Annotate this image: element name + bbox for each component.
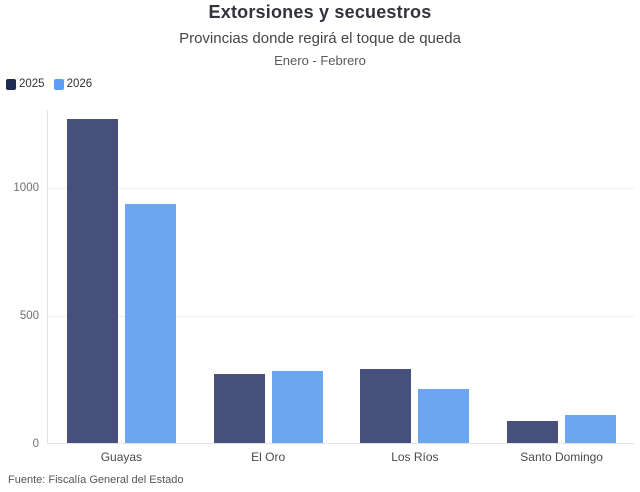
x-axis-label-el-oro: El Oro <box>251 450 286 464</box>
x-axis-label-guayas: Guayas <box>100 450 143 464</box>
bar-2025-santo-domingo[interactable] <box>507 421 559 443</box>
period-label: Enero - Febrero <box>274 53 366 68</box>
legend-item-2026[interactable]: 2026 <box>53 78 93 90</box>
y-axis-tick-0: 0 <box>32 438 39 450</box>
gridline-1000 <box>48 188 634 190</box>
plot-area: 0 500 1000 Guayas El Oro Los Ríos Santo Doming… <box>13 110 634 464</box>
bar-2026-los-r-os[interactable] <box>418 389 470 443</box>
legend-label-2026: 2026 <box>66 78 93 90</box>
source-text: Fuente: Fiscalía General del Estado <box>8 474 184 486</box>
bar-2025-el-oro[interactable] <box>213 373 265 443</box>
bar-2026-santo-domingo[interactable] <box>565 414 617 443</box>
legend-swatch-2025 <box>6 78 16 90</box>
page-subtitle: Provincias donde regirá el toque de qued… <box>179 30 461 47</box>
bar-2026-el-oro[interactable] <box>271 371 323 443</box>
chart-legend: 2025 2026 <box>6 78 92 90</box>
legend-label-2025: 2025 <box>19 78 45 90</box>
bar-2025-los-r-os[interactable] <box>360 368 412 443</box>
x-axis-label-los-r-os: Los Ríos <box>391 450 439 464</box>
bar-2025-guayas[interactable] <box>66 119 118 443</box>
y-axis-tick-1000: 1000 <box>13 182 39 195</box>
bar-2026-guayas[interactable] <box>124 203 176 443</box>
page-title: Extorsiones y secuestros <box>208 2 432 22</box>
legend-swatch-2026 <box>53 78 64 90</box>
y-axis-tick-500: 500 <box>19 310 39 323</box>
legend-item-2025[interactable]: 2025 <box>6 78 45 90</box>
x-axis-label-santo-domingo: Santo Domingo <box>520 450 603 464</box>
gridline-500 <box>48 316 634 318</box>
